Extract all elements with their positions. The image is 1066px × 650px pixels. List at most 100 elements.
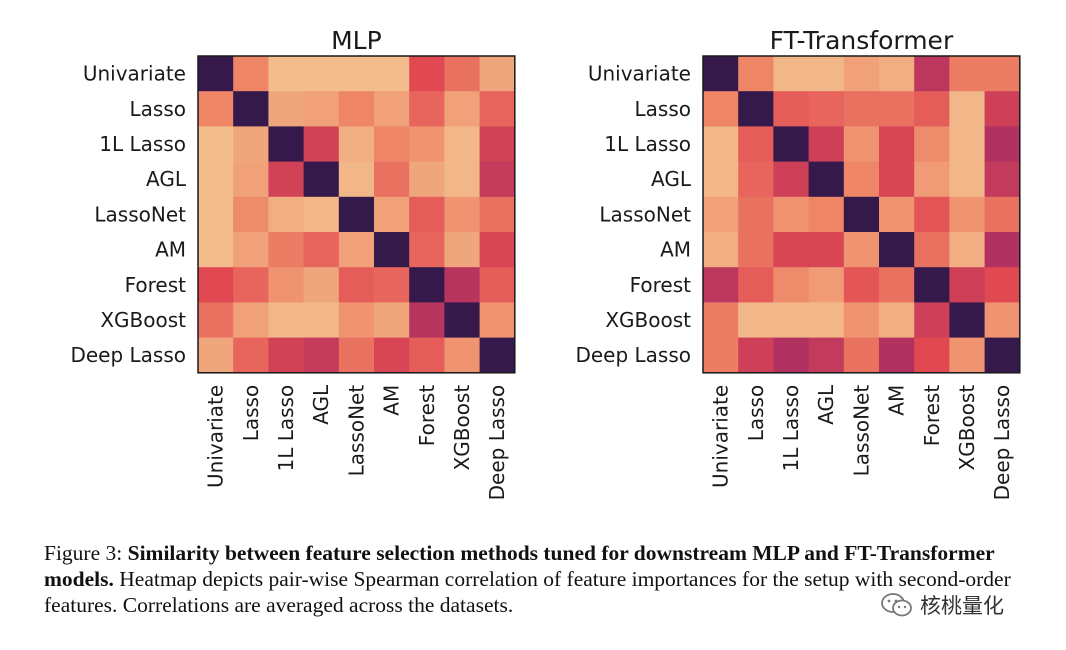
heatmap-cell	[808, 267, 845, 303]
heatmap-cell	[914, 56, 950, 92]
heatmap-cell	[773, 267, 810, 303]
heatmap-cell	[879, 161, 915, 198]
row-tick-label: AGL	[651, 167, 692, 191]
heatmap-cell	[949, 91, 986, 127]
row-tick-label: Forest	[630, 273, 692, 297]
heatmap-cell	[233, 126, 269, 163]
heatmap-cell	[914, 232, 950, 268]
heatmap-cell	[808, 126, 845, 163]
heatmap-cell	[444, 267, 481, 303]
heatmap-cell	[198, 232, 234, 268]
heatmap-cell	[914, 126, 950, 163]
col-tick-label: Lasso	[239, 385, 263, 441]
heatmap-cell	[198, 126, 234, 163]
col-tick-label: AGL	[309, 384, 333, 425]
heatmap-cell	[444, 56, 481, 92]
heatmap-cell	[303, 232, 340, 268]
heatmap-cell	[303, 196, 340, 233]
heatmap-mlp: MLP Univariate Lasso 1L Lasso AGL LassoNet AM F…	[70, 26, 516, 500]
heatmap-cell	[268, 126, 305, 163]
heatmap-cell	[808, 232, 845, 268]
heatmap-cell	[984, 267, 1021, 303]
col-tick-label: AGL	[814, 384, 838, 425]
heatmap-cell	[268, 196, 305, 233]
col-tick-label: 1L Lasso	[274, 385, 298, 472]
heatmap-cell	[233, 91, 269, 127]
heatmap-cell	[914, 267, 950, 303]
heatmap-cell	[879, 232, 915, 268]
heatmap-cell	[879, 267, 915, 303]
heatmap-cell	[808, 56, 845, 92]
heatmap-cell	[479, 302, 516, 339]
heatmap-cell	[444, 196, 481, 233]
heatmap-cell	[338, 196, 375, 233]
col-tick-label: XGBoost	[450, 385, 474, 471]
heatmap-cell	[374, 161, 410, 198]
col-tick-label: Forest	[920, 385, 944, 447]
heatmap-cell	[984, 91, 1021, 127]
heatmap-cell	[198, 91, 234, 127]
heatmap-cell	[703, 232, 739, 268]
col-tick-label: AM	[380, 385, 404, 416]
heatmap-cell	[198, 56, 234, 92]
heatmap-cell	[984, 232, 1021, 268]
heatmap-cell	[773, 337, 810, 374]
row-tick-label: AM	[660, 238, 691, 262]
row-tick-label: AGL	[146, 167, 187, 191]
heatmap-cell	[303, 337, 340, 374]
row-tick-label: Lasso	[635, 97, 691, 121]
heatmap-cell	[409, 302, 445, 339]
heatmap-cell	[233, 196, 269, 233]
heatmap-cell	[409, 126, 445, 163]
heatmap-cell	[374, 337, 410, 374]
heatmap-cell	[233, 56, 269, 92]
heatmap-cell	[808, 91, 845, 127]
heatmap-cell	[268, 161, 305, 198]
col-tick-label: LassoNet	[344, 385, 368, 477]
heatmap-cell	[914, 337, 950, 374]
col-tick-label: Forest	[415, 385, 439, 447]
heatmap-cell	[914, 302, 950, 339]
heatmap-cell	[268, 267, 305, 303]
heatmap-cell	[738, 161, 774, 198]
heatmap-cell	[703, 126, 739, 163]
heatmap-cell	[479, 161, 516, 198]
heatmap-cell	[738, 196, 774, 233]
heatmap-cell	[374, 56, 410, 92]
heatmap-cell	[808, 302, 845, 339]
heatmap-cell	[479, 196, 516, 233]
heatmap-cell	[338, 267, 375, 303]
heatmap-cell	[233, 161, 269, 198]
heatmap-cell	[444, 161, 481, 198]
heatmap-cell	[773, 126, 810, 163]
heatmap-cell	[338, 126, 375, 163]
heatmap-cell	[773, 232, 810, 268]
heatmap-cell	[703, 161, 739, 198]
heatmap-cell	[879, 302, 915, 339]
heatmap-cell	[984, 302, 1021, 339]
heatmap-cell	[738, 91, 774, 127]
heatmap-cell	[268, 232, 305, 268]
heatmap-cell	[879, 337, 915, 374]
heatmap-cell	[703, 91, 739, 127]
heatmap-cell	[444, 302, 481, 339]
heatmap-cell	[233, 232, 269, 268]
heatmap-cell	[914, 91, 950, 127]
heatmap-cell	[409, 196, 445, 233]
heatmap-cell	[949, 161, 986, 198]
row-tick-label: 1L Lasso	[604, 132, 691, 156]
heatmap-cell	[703, 267, 739, 303]
heatmap-cell	[198, 267, 234, 303]
heatmap-cell	[738, 337, 774, 374]
heatmap-cell	[949, 126, 986, 163]
heatmap-cell	[808, 161, 845, 198]
heatmap-cell	[914, 196, 950, 233]
heatmap-cell	[843, 91, 880, 127]
heatmap-cell	[808, 196, 845, 233]
heatmap-cell	[879, 56, 915, 92]
heatmap-cell	[444, 232, 481, 268]
heatmap-cell	[843, 302, 880, 339]
heatmap-frame	[197, 55, 516, 374]
heatmap-cell	[984, 337, 1021, 374]
caption-label: Figure 3:	[44, 541, 123, 565]
